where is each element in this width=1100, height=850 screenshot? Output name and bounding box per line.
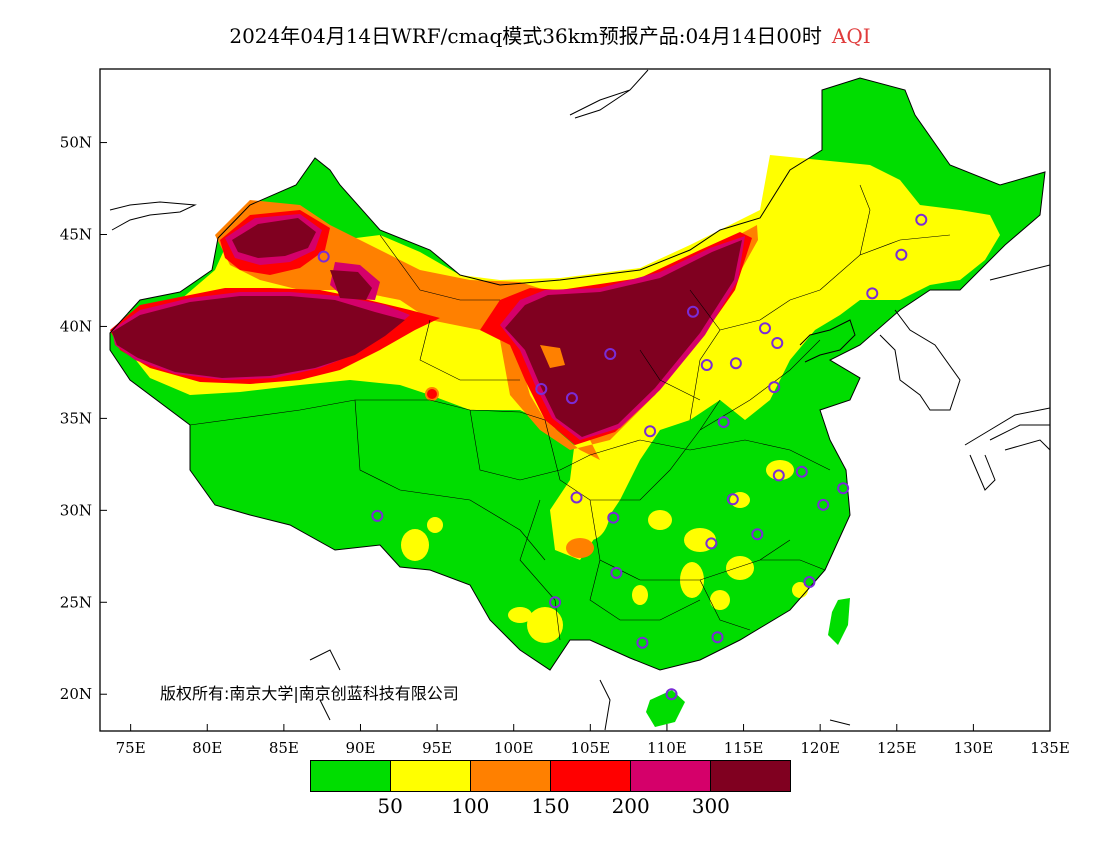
legend-swatch (390, 761, 470, 791)
lat-tick-label: 50N (60, 134, 92, 152)
lon-tick-label: 90E (345, 739, 375, 757)
lon-tick-label: 125E (877, 739, 917, 757)
plot-frame (99, 68, 1051, 732)
city-marker (371, 509, 384, 522)
lon-tick-label: 100E (494, 739, 534, 757)
city-marker (686, 305, 699, 318)
city-marker (565, 392, 578, 405)
lat-tick-label: 35N (60, 409, 92, 427)
legend-label: 100 (451, 794, 490, 818)
city-marker (665, 688, 678, 701)
city-marker (644, 425, 657, 438)
aqi-zone-hazardous (112, 218, 742, 437)
lon-tick-label: 135E (1030, 739, 1070, 757)
latitude-axis: 50N 45N 40N 35N 30N 25N 20N (60, 134, 107, 703)
city-marker (726, 493, 739, 506)
legend-label: 50 (377, 794, 403, 818)
aqi-zone-hainan (646, 690, 685, 727)
city-marker (817, 498, 830, 511)
city-marker (768, 381, 781, 394)
city-marker (759, 322, 771, 335)
map-title: 2024年04月14日WRF/cmaq模式36km预报产品:04月14日00时 A… (0, 20, 1100, 49)
city-marker (317, 250, 330, 263)
lon-tick-label: 95E (422, 739, 452, 757)
legend-label: 300 (691, 794, 730, 818)
city-marker (570, 491, 583, 504)
city-marker (717, 416, 730, 429)
city-markers (317, 213, 928, 701)
city-marker (636, 636, 649, 649)
city-marker (803, 576, 816, 589)
legend-swatch (311, 761, 390, 791)
title-main: 2024年04月14日WRF/cmaq模式36km预报产品:04月14日00时 (229, 24, 822, 48)
legend-label: 200 (611, 794, 650, 818)
city-marker (705, 537, 718, 550)
legend-labels: 50 100 150 200 300 (0, 794, 1100, 818)
bohai-coast (799, 319, 856, 363)
lat-tick-label: 30N (60, 501, 92, 519)
lon-tick-label: 105E (571, 739, 611, 757)
legend-swatch (470, 761, 550, 791)
city-marker (772, 469, 785, 482)
city-marker (610, 566, 623, 579)
lon-tick-label: 110E (647, 739, 687, 757)
lon-tick-label: 75E (116, 739, 146, 757)
city-marker (700, 359, 713, 372)
city-marker (729, 357, 742, 370)
boundaries (109, 69, 1050, 731)
city-marker (751, 528, 764, 541)
city-marker (795, 465, 808, 478)
korea-coast (879, 309, 961, 411)
city-marker (549, 596, 562, 609)
legend-swatch (710, 761, 790, 791)
china-border (109, 77, 1046, 671)
legend-label: 150 (531, 794, 570, 818)
city-marker (711, 631, 724, 644)
lat-tick-label: 25N (60, 593, 92, 611)
lon-tick-label: 85E (269, 739, 299, 757)
title-variable: AQI (831, 24, 871, 48)
aqi-zone-notch (540, 345, 565, 368)
city-marker (915, 213, 928, 226)
lon-tick-label: 130E (954, 739, 994, 757)
legend-swatch (630, 761, 710, 791)
city-marker (771, 336, 784, 349)
copyright-text: 版权所有:南京大学|南京创蓝科技有限公司 (160, 684, 459, 703)
city-marker (604, 348, 617, 361)
neighbor-borders (109, 69, 851, 731)
legend-swatch (550, 761, 630, 791)
lat-tick-label: 45N (60, 226, 92, 244)
lon-tick-label: 115E (724, 739, 764, 757)
city-marker (535, 382, 548, 395)
lat-tick-label: 40N (60, 317, 92, 335)
city-marker (866, 287, 879, 300)
lat-tick-label: 20N (60, 685, 92, 703)
lon-tick-label: 80E (192, 739, 222, 757)
lon-tick-label: 120E (800, 739, 840, 757)
longitude-axis: 75E 80E 85E 90E 95E 100E 105E 110E 115E 120E 125E 1… (116, 724, 1070, 757)
aqi-field (110, 78, 1045, 727)
city-marker (895, 248, 908, 261)
city-marker (837, 482, 850, 495)
japan-coast (964, 264, 1050, 491)
aqi-color-legend (310, 760, 791, 792)
city-marker (607, 511, 620, 524)
aqi-zone-taiwan (828, 598, 850, 645)
